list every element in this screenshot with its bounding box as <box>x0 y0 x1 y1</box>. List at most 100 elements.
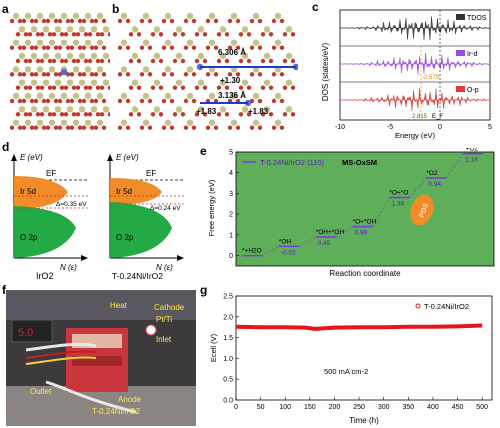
ir-atom <box>60 39 68 46</box>
o-atom <box>191 45 197 50</box>
o-atom <box>41 125 47 130</box>
o-atom <box>257 18 263 24</box>
o-atom <box>21 72 27 77</box>
o-atom <box>51 32 57 37</box>
o-atom <box>139 18 145 24</box>
o-atom <box>21 125 27 130</box>
o-atom <box>194 85 200 90</box>
o-atom <box>15 85 21 90</box>
st-xtick-label: 300 <box>378 404 390 411</box>
o-atom <box>99 112 105 117</box>
ir-atom <box>142 12 150 20</box>
o-atom <box>29 98 35 104</box>
o-atom <box>69 125 75 130</box>
o-atom <box>53 18 59 24</box>
ir-atom <box>131 26 139 33</box>
fe-connector <box>298 236 316 247</box>
pband-annot: 2.815 <box>412 114 428 120</box>
o-atom <box>77 45 83 50</box>
o-atom <box>139 98 145 104</box>
left-ef: EF <box>46 169 56 178</box>
o-atom <box>69 45 75 50</box>
dos-xtick: 0 <box>438 124 442 131</box>
o-atom <box>128 85 134 90</box>
ir-atom <box>96 12 104 20</box>
o-atom <box>107 58 110 64</box>
dos-curve <box>339 53 491 75</box>
o-atom <box>51 58 57 64</box>
o-atom <box>227 45 233 50</box>
o-atom <box>65 125 71 130</box>
left-ir-band <box>14 176 68 209</box>
ir-atom <box>66 26 74 33</box>
o-atom <box>128 32 134 37</box>
o-atom <box>147 72 153 77</box>
ir-atom <box>208 12 216 20</box>
o-atom <box>202 32 208 37</box>
ir-atom <box>252 39 260 46</box>
o-atom <box>17 72 23 77</box>
st-legend: T-0.24Ni/IrO2 <box>424 302 469 311</box>
o-atom <box>213 125 219 130</box>
o-atom <box>268 32 274 37</box>
ir-atom <box>164 39 172 46</box>
ir-atom <box>274 119 282 126</box>
o-atom <box>235 45 241 50</box>
fe-delta-label: 0.94 <box>428 181 441 188</box>
o-atom <box>139 72 145 77</box>
o-atom <box>39 58 45 64</box>
ir-atom <box>48 119 56 126</box>
free-energy-chart: Free energy (eV) Reaction coordinate T-0… <box>207 148 495 278</box>
o-atom <box>29 45 35 50</box>
ir-atom <box>84 119 92 126</box>
ir-atom <box>131 106 139 113</box>
ir-atom <box>30 106 38 113</box>
fe-ytick-label: 3 <box>229 191 233 198</box>
ir-atom <box>54 52 62 60</box>
o-atom <box>139 125 145 130</box>
o-atom <box>139 45 145 50</box>
left-title: IrO2 <box>36 271 54 280</box>
right-ef: EF <box>146 169 156 178</box>
ir-atom <box>12 39 20 46</box>
legend-swatch-tdos <box>456 14 465 20</box>
o-atom <box>136 58 142 64</box>
fe-ytick-label: 2 <box>229 212 233 219</box>
o-atom <box>35 58 41 64</box>
panel-label-f: f <box>2 283 6 297</box>
st-xtick-label: 350 <box>402 404 414 411</box>
o-atom <box>172 85 178 90</box>
ir-atom <box>24 66 32 73</box>
st-legend-marker <box>415 303 421 309</box>
o-atom <box>268 58 274 64</box>
o-atom <box>169 72 175 77</box>
fe-delta-label: 1.38 <box>391 201 404 208</box>
pds-label: PDS <box>419 202 431 218</box>
o-atom <box>169 98 175 104</box>
ir-atom <box>96 119 104 126</box>
st-xtick-label: 450 <box>452 404 464 411</box>
o-atom <box>83 58 89 64</box>
ir-atom <box>252 92 260 100</box>
o-atom <box>271 18 277 24</box>
right-gap: Δ=0.24 eV <box>150 205 181 212</box>
o-atom <box>75 32 81 37</box>
o-atom <box>227 18 233 24</box>
o-atom <box>249 45 255 50</box>
o-atom <box>147 18 153 24</box>
distance-label: +1.83 <box>248 107 269 116</box>
fe-connector <box>446 153 464 179</box>
o-atom <box>191 72 197 77</box>
ir-atom <box>263 79 271 86</box>
ir-atom <box>102 52 110 60</box>
o-atom <box>202 112 208 117</box>
o-atom <box>69 72 75 77</box>
legend-swatch-ir <box>456 50 465 56</box>
o-atom <box>290 112 296 117</box>
o-atom <box>59 112 65 117</box>
st-xtick-label: 150 <box>304 404 316 411</box>
legend-ir: Ir-d <box>467 51 478 58</box>
st-ytick-label: 2.5 <box>223 294 233 301</box>
ir-atom <box>90 52 98 60</box>
o-atom <box>290 58 296 64</box>
